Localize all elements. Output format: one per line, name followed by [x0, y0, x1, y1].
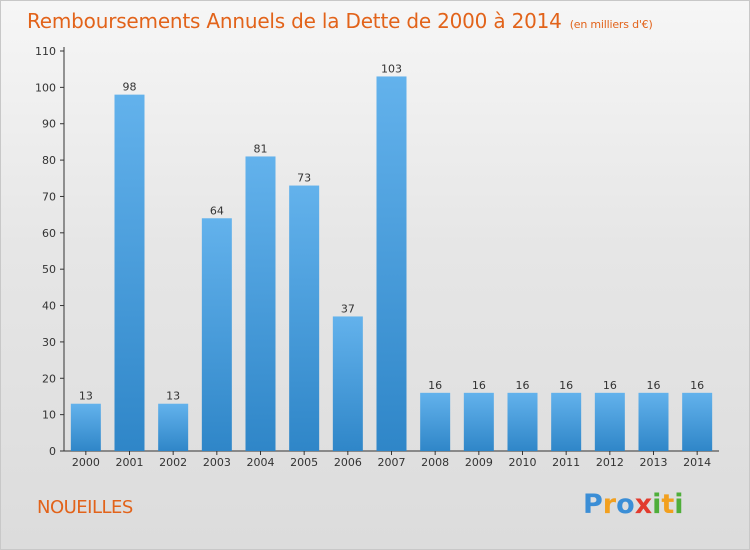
- bar: [463, 392, 494, 451]
- y-tick-label: 40: [42, 300, 56, 313]
- y-tick-label: 20: [42, 372, 56, 385]
- logo-letter: t: [661, 489, 675, 520]
- x-tick-label: 2000: [72, 456, 100, 469]
- bar: [114, 94, 145, 452]
- proxiti-logo: Proxiti: [583, 489, 684, 520]
- y-tick-label: 80: [42, 154, 56, 167]
- bar-value-label: 16: [559, 379, 573, 392]
- bar-value-label: 73: [297, 172, 311, 185]
- y-tick-label: 90: [42, 118, 56, 131]
- unit-note: (en milliers d'€): [569, 18, 653, 31]
- x-tick-label: 2009: [465, 456, 493, 469]
- x-tick-label: 2012: [596, 456, 624, 469]
- bar: [551, 392, 582, 451]
- x-tick-label: 2004: [247, 456, 275, 469]
- x-tick-label: 2003: [203, 456, 231, 469]
- x-tick-label: 2001: [116, 456, 144, 469]
- logo-letter: o: [616, 489, 635, 520]
- bar: [289, 185, 320, 451]
- logo-letter: r: [602, 489, 617, 520]
- bar: [507, 392, 538, 451]
- y-tick-label: 100: [35, 81, 56, 94]
- y-tick-label: 10: [42, 409, 56, 422]
- bar: [70, 403, 101, 451]
- bar: [682, 392, 713, 451]
- bar: [638, 392, 669, 451]
- bar-value-label: 13: [79, 390, 93, 403]
- bar-value-label: 81: [254, 142, 268, 155]
- bar-chart: 0 10 20 30 40 50 60 70 80 90 100 110 13 2000 98 2001 13 2…: [35, 45, 719, 469]
- bar-value-label: 37: [341, 302, 355, 315]
- bar-value-label: 16: [647, 379, 661, 392]
- bar-value-label: 16: [603, 379, 617, 392]
- bar: [158, 403, 189, 451]
- logo-letter: i: [652, 489, 662, 520]
- logo-letter: i: [674, 489, 684, 520]
- logo-letter: x: [634, 489, 653, 520]
- bar-value-label: 64: [210, 204, 224, 217]
- logo-letter: P: [583, 489, 603, 520]
- x-tick-label: 2002: [159, 456, 187, 469]
- bar-value-label: 103: [381, 62, 402, 75]
- x-tick-label: 2010: [509, 456, 537, 469]
- x-tick-label: 2013: [640, 456, 668, 469]
- bar-value-label: 16: [428, 379, 442, 392]
- x-tick-label: 2005: [290, 456, 318, 469]
- bar: [376, 76, 407, 452]
- x-tick-label: 2006: [334, 456, 362, 469]
- x-tick-label: 2007: [378, 456, 406, 469]
- y-tick-label: 60: [42, 227, 56, 240]
- y-tick-label: 0: [49, 445, 56, 458]
- x-tick-label: 2014: [683, 456, 711, 469]
- y-tick-label: 70: [42, 190, 56, 203]
- bar: [245, 156, 276, 452]
- bar: [201, 218, 232, 451]
- x-tick-label: 2008: [421, 456, 449, 469]
- commune-name: NOUEILLES: [37, 497, 133, 518]
- bar-value-label: 16: [516, 379, 530, 392]
- bar-value-label: 16: [690, 379, 704, 392]
- bar: [594, 392, 625, 451]
- bar-value-label: 13: [166, 390, 180, 403]
- bar-value-label: 16: [472, 379, 486, 392]
- bar-value-label: 98: [123, 81, 137, 94]
- bar: [332, 316, 363, 451]
- y-tick-label: 30: [42, 336, 56, 349]
- x-tick-label: 2011: [552, 456, 580, 469]
- chart-title: Remboursements Annuels de la Dette de 20…: [27, 9, 653, 33]
- bar: [420, 392, 451, 451]
- y-tick-label: 110: [35, 45, 56, 58]
- chart-title-text: Remboursements Annuels de la Dette de 20…: [27, 9, 562, 33]
- y-tick-label: 50: [42, 263, 56, 276]
